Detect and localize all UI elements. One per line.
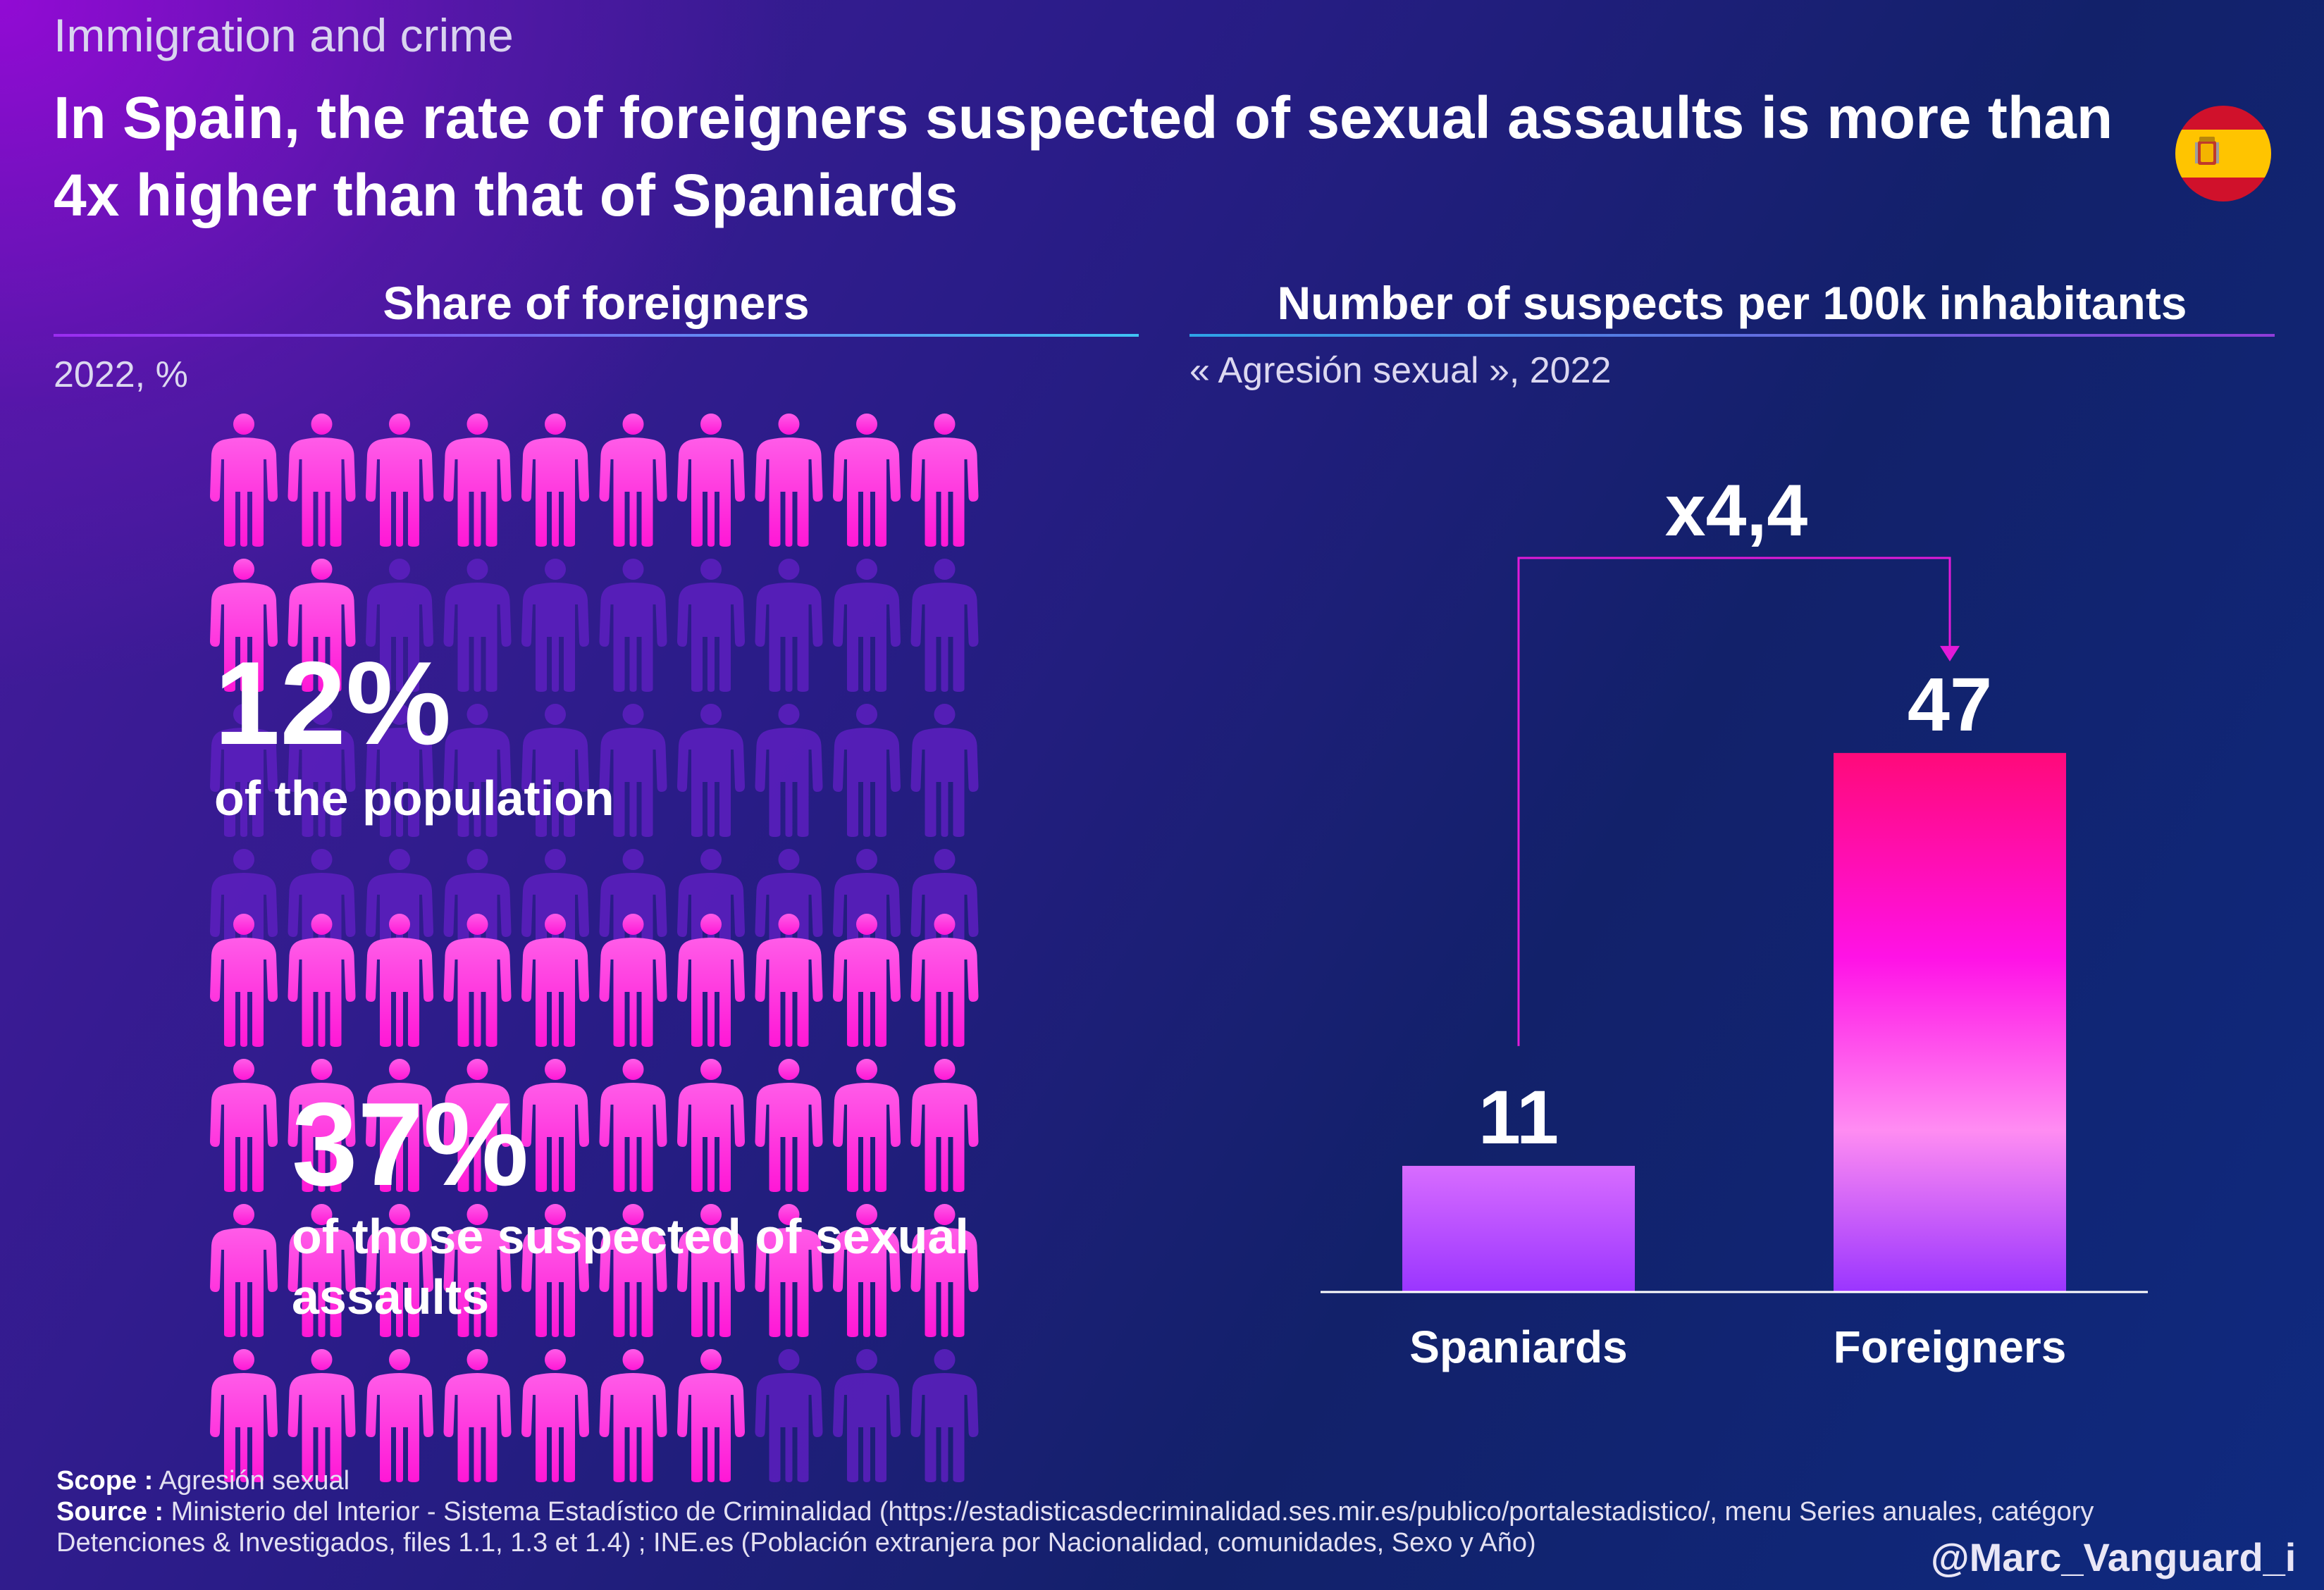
population-share-label: of the population bbox=[214, 771, 614, 826]
value-label: 11 bbox=[1478, 1074, 1559, 1160]
bar-spaniards bbox=[1402, 1165, 1635, 1292]
ratio-annotation: x4,4 bbox=[1665, 470, 1808, 552]
scope-label: Scope : bbox=[56, 1466, 154, 1496]
population-share-value: 12% bbox=[214, 637, 452, 769]
right-panel-subtitle: « Agresión sexual », 2022 bbox=[1189, 350, 1612, 391]
ratio-arrowhead bbox=[1940, 645, 1960, 662]
suspects-share-value: 37% bbox=[292, 1078, 529, 1210]
source-text: Ministerio del Interior - Sistema Estadí… bbox=[56, 1497, 2094, 1558]
value-label: 47 bbox=[1908, 662, 1992, 747]
source-note: Source : Ministerio del Interior - Siste… bbox=[56, 1496, 2241, 1558]
bar-foreigners bbox=[1834, 752, 2066, 1292]
left-panel-subtitle: 2022, % bbox=[54, 354, 188, 395]
author-handle: @Marc_Vanguard_i bbox=[1931, 1535, 2297, 1579]
spain-flag-icon bbox=[2175, 106, 2271, 201]
kicker-text: Immigration and crime bbox=[54, 9, 514, 61]
right-divider bbox=[1189, 334, 2275, 337]
left-panel-title: Share of foreigners bbox=[383, 277, 810, 329]
category-label: Foreigners bbox=[1834, 1322, 2067, 1372]
ratio-bracket bbox=[1517, 557, 1951, 1046]
source-label: Source : bbox=[56, 1497, 164, 1527]
right-panel-title: Number of suspects per 100k inhabitants bbox=[1277, 277, 2187, 329]
scope-note: Scope : Agresión sexual bbox=[56, 1465, 2241, 1496]
scope-text: Agresión sexual bbox=[159, 1466, 350, 1496]
category-label: Spaniards bbox=[1409, 1322, 1627, 1372]
suspects-share-label: of those suspected of sexual assaults bbox=[292, 1209, 969, 1324]
left-divider bbox=[54, 334, 1139, 337]
headline: In Spain, the rate of foreigners suspect… bbox=[54, 85, 2113, 228]
